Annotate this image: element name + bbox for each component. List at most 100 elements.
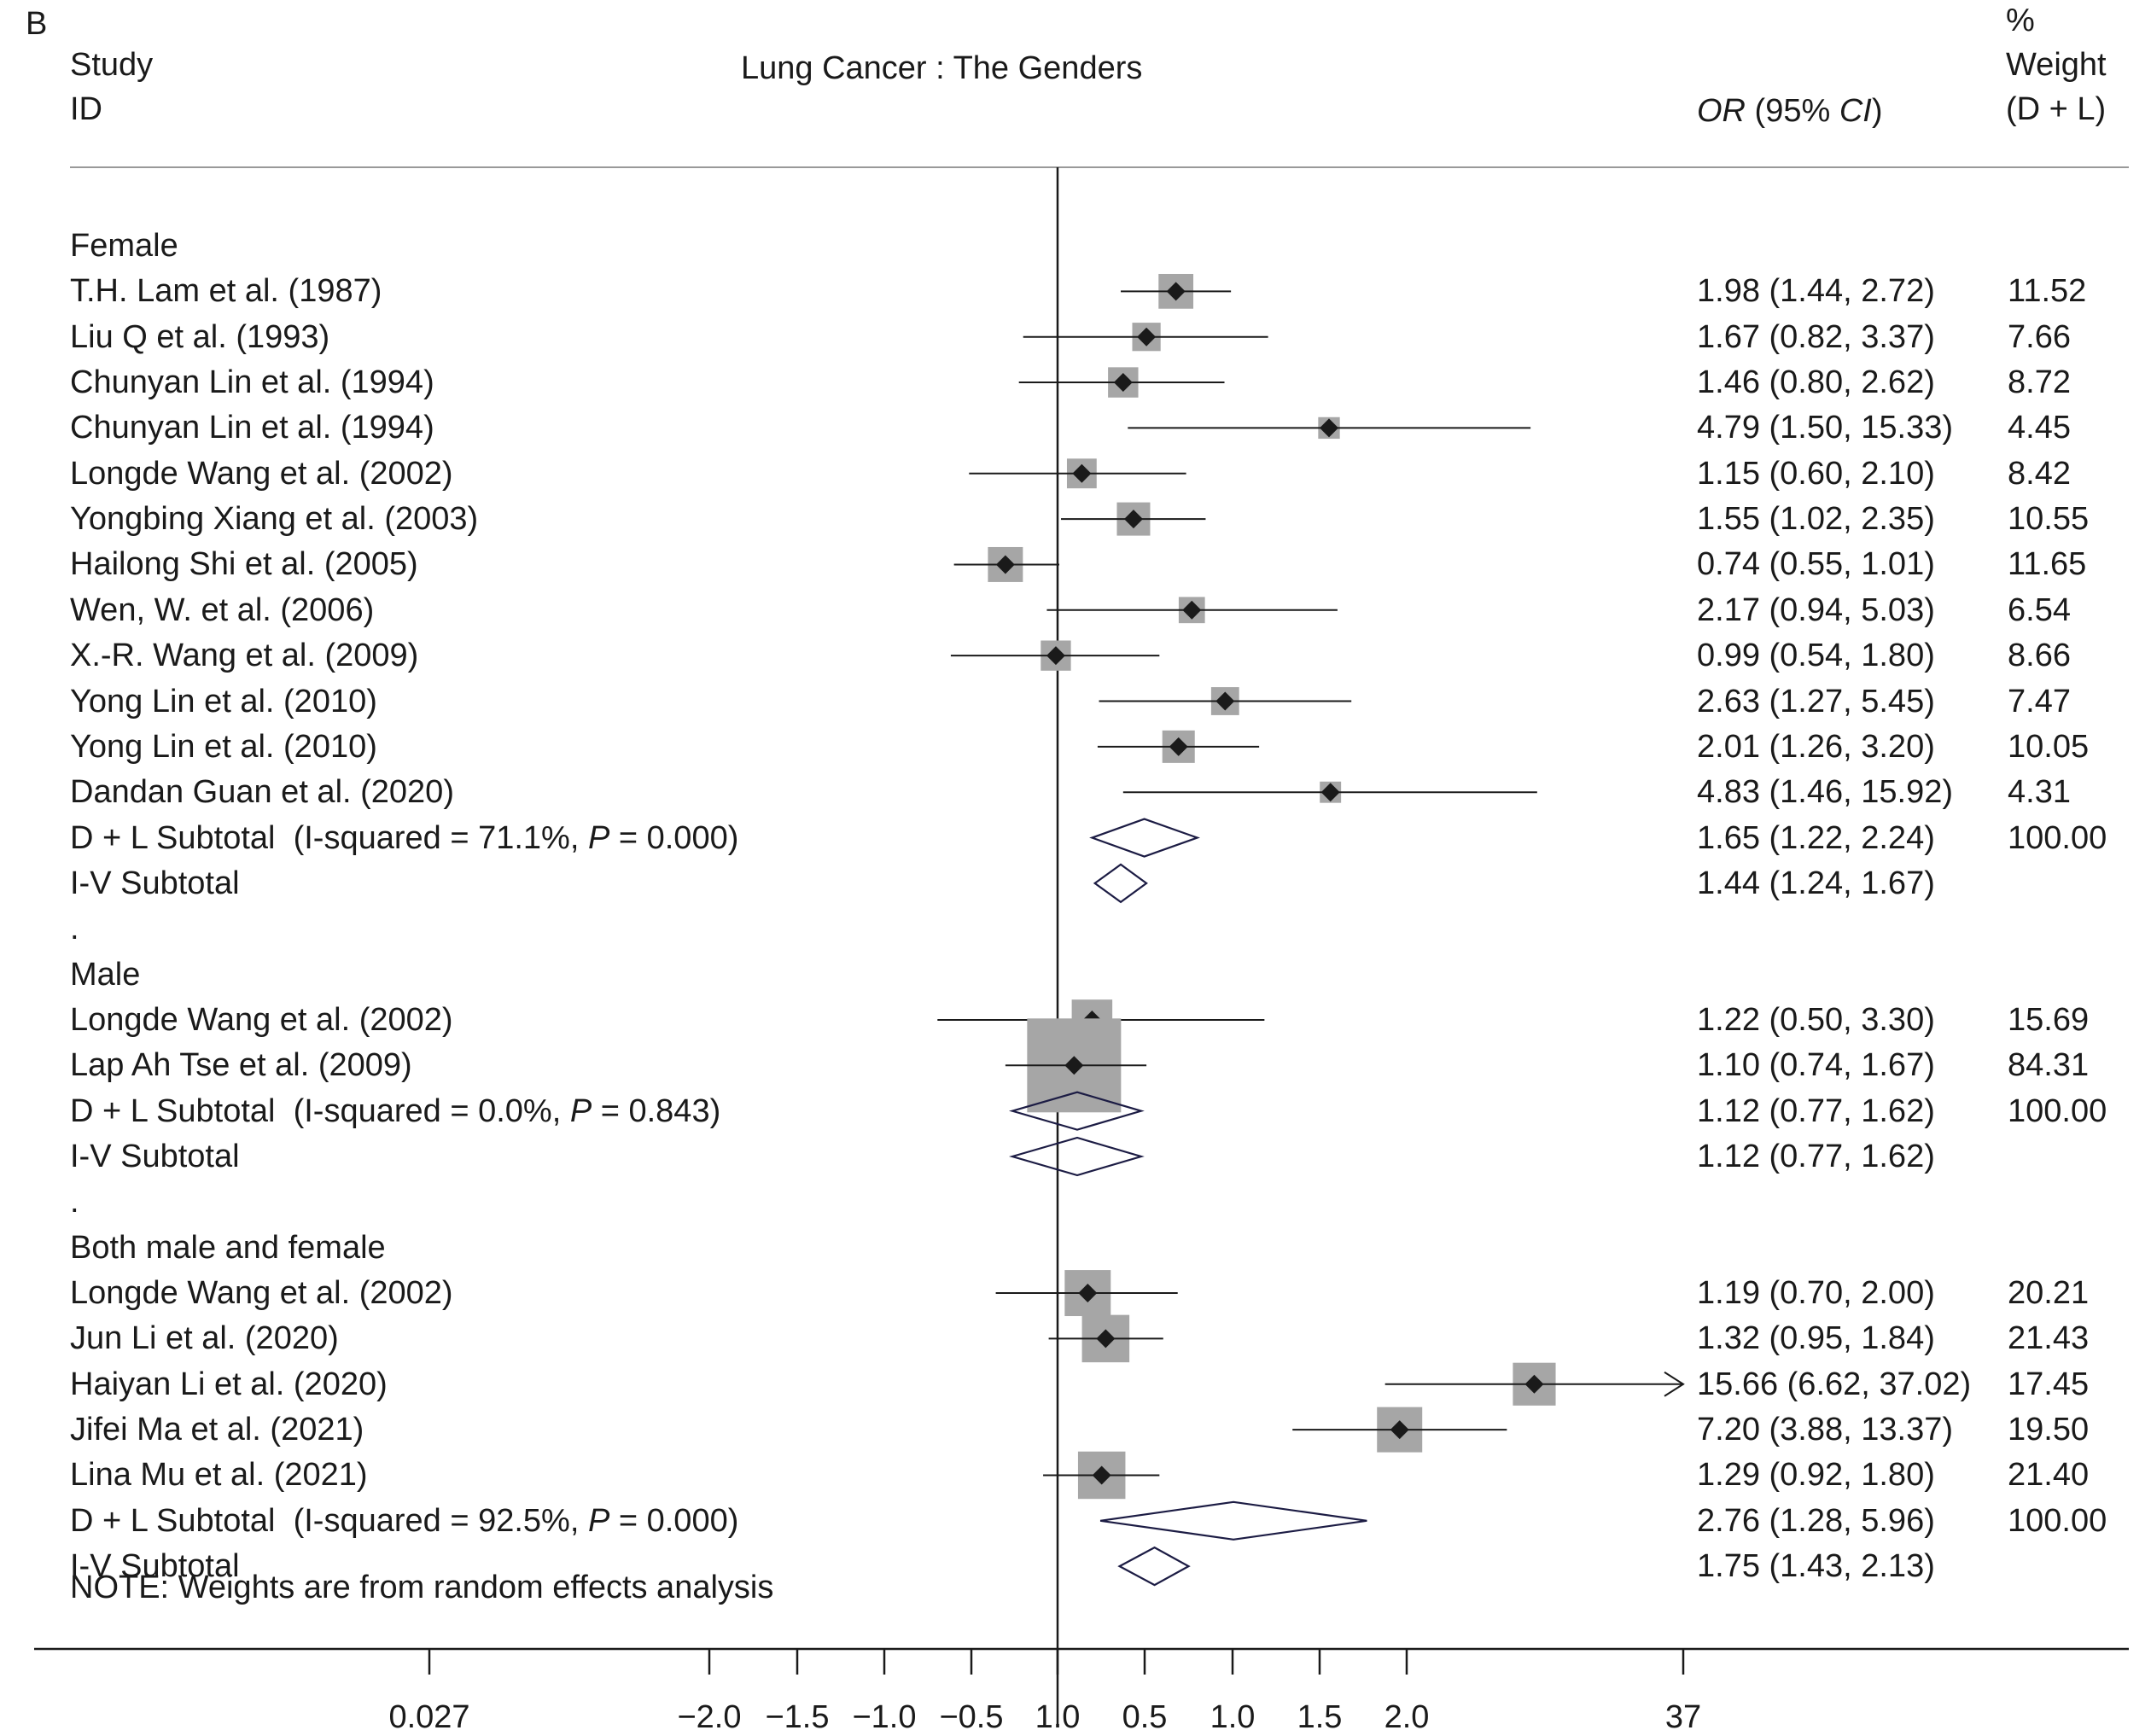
subgroup-separator: . xyxy=(70,911,79,947)
study-label: Yong Lin et al. (2010) xyxy=(70,728,377,765)
p-symbol: P xyxy=(587,1502,610,1539)
subtotal-text: I-V Subtotal xyxy=(70,865,240,901)
weight-text: 11.52 xyxy=(2008,273,2087,310)
point-estimate-marker xyxy=(1072,463,1092,483)
subtotal-label: I-V Subtotal xyxy=(70,1547,240,1585)
weight-text: 8.66 xyxy=(2008,638,2071,674)
weight-text: 19.50 xyxy=(2008,1412,2090,1448)
or-ci-text: 1.29 (0.92, 1.80) xyxy=(1697,1457,1935,1494)
weight-text: 10.55 xyxy=(2008,501,2090,538)
weight-text: 7.66 xyxy=(2008,318,2071,355)
weight-text: 7.47 xyxy=(2008,683,2071,719)
weight-text: 8.42 xyxy=(2008,455,2071,492)
weight-text: 21.43 xyxy=(2008,1320,2090,1357)
x-tick-label: −2.0 xyxy=(677,1699,742,1735)
x-tick-label: 0.5 xyxy=(1122,1699,1168,1735)
or-ci-text: 1.46 (0.80, 2.62) xyxy=(1697,364,1935,401)
or-ci-text: 1.32 (0.95, 1.84) xyxy=(1697,1320,1935,1357)
weight-text: 6.54 xyxy=(2008,591,2071,628)
pooled-estimate-diamond xyxy=(1093,863,1148,904)
header-or-label: OR xyxy=(1697,93,1746,129)
or-ci-text: 1.12 (0.77, 1.62) xyxy=(1697,1092,1935,1129)
subgroup-heading: Male xyxy=(70,956,141,993)
x-tick-label: −1.0 xyxy=(852,1699,917,1735)
point-estimate-marker xyxy=(995,555,1015,574)
or-ci-text: 1.98 (1.44, 2.72) xyxy=(1697,273,1935,310)
x-tick-label: 1.0 xyxy=(1035,1699,1081,1735)
header-ci-label: CI xyxy=(1839,93,1872,129)
x-tick-label: 37 xyxy=(1664,1699,1702,1735)
p-value: = 0.000) xyxy=(609,819,739,856)
or-ci-text: 1.15 (0.60, 2.10) xyxy=(1697,455,1935,492)
or-ci-text: 2.17 (0.94, 5.03) xyxy=(1697,591,1935,628)
point-estimate-marker xyxy=(1320,783,1340,802)
subtotal-label: D + L Subtotal (I-squared = 92.5%, P = 0… xyxy=(70,1502,738,1540)
point-estimate-marker xyxy=(1169,737,1188,756)
panel-label: B xyxy=(26,6,48,42)
subtotal-text: D + L Subtotal (I-squared = 0.0%, xyxy=(70,1092,570,1129)
point-estimate-marker xyxy=(1046,646,1065,666)
point-estimate-marker xyxy=(1137,327,1157,347)
study-label: Chunyan Lin et al. (1994) xyxy=(70,410,434,446)
study-label: Yong Lin et al. (2010) xyxy=(70,683,377,719)
point-estimate-marker xyxy=(1092,1465,1111,1485)
or-ci-text: 2.01 (1.26, 3.20) xyxy=(1697,728,1935,765)
or-ci-text: 7.20 (3.88, 13.37) xyxy=(1697,1412,1953,1448)
point-estimate-marker xyxy=(1113,373,1133,393)
study-label: Liu Q et al. (1993) xyxy=(70,318,330,355)
or-ci-text: 15.66 (6.62, 37.02) xyxy=(1697,1366,1972,1402)
point-estimate-marker xyxy=(1182,600,1202,620)
p-value: = 0.843) xyxy=(592,1092,721,1129)
subtotal-label: I-V Subtotal xyxy=(70,865,240,902)
weight-text: 15.69 xyxy=(2008,1001,2090,1038)
subtotal-label: D + L Subtotal (I-squared = 71.1%, P = 0… xyxy=(70,819,738,857)
point-estimate-marker xyxy=(1215,691,1235,711)
study-label: X.-R. Wang et al. (2009) xyxy=(70,638,419,674)
subtotal-text: I-V Subtotal xyxy=(70,1548,240,1585)
study-label: Jifei Ma et al. (2021) xyxy=(70,1412,364,1448)
subgroup-separator: . xyxy=(70,1184,79,1220)
footnote: NOTE: Weights are from random effects an… xyxy=(70,1570,774,1605)
point-estimate-marker xyxy=(1166,282,1186,301)
header-ci-suffix: ) xyxy=(1871,93,1883,129)
weight-text: 100.00 xyxy=(2008,1092,2107,1129)
study-label: Lina Mu et al. (2021) xyxy=(70,1457,368,1494)
or-ci-text: 4.83 (1.46, 15.92) xyxy=(1697,774,1953,811)
pooled-estimate-diamond xyxy=(1008,1136,1145,1177)
weight-text: 17.45 xyxy=(2008,1366,2090,1402)
subgroup-heading: Female xyxy=(70,228,178,264)
point-estimate-marker xyxy=(1123,510,1143,529)
study-label: Longde Wang et al. (2002) xyxy=(70,455,453,492)
study-label: Longde Wang et al. (2002) xyxy=(70,1001,453,1038)
study-label: Dandan Guan et al. (2020) xyxy=(70,774,454,811)
study-label: Hailong Shi et al. (2005) xyxy=(70,546,418,583)
study-label: Chunyan Lin et al. (1994) xyxy=(70,364,434,401)
header-weight-pct: % xyxy=(2006,3,2035,38)
or-ci-text: 1.65 (1.22, 2.24) xyxy=(1697,819,1935,856)
weight-text: 4.45 xyxy=(2008,410,2071,446)
p-value: = 0.000) xyxy=(609,1502,739,1539)
study-label: T.H. Lam et al. (1987) xyxy=(70,273,382,310)
header-weight: Weight xyxy=(2006,47,2107,83)
subgroup-heading: Both male and female xyxy=(70,1229,386,1266)
or-ci-text: 1.12 (0.77, 1.62) xyxy=(1697,1139,1935,1174)
weight-text: 11.65 xyxy=(2008,546,2087,583)
x-tick-label: −1.5 xyxy=(765,1699,830,1735)
header-weight-method: (D + L) xyxy=(2006,91,2107,127)
point-estimate-marker xyxy=(1096,1329,1116,1349)
pooled-estimate-diamond xyxy=(1117,1546,1191,1587)
pooled-estimate-diamond xyxy=(1099,1500,1367,1541)
pooled-estimate-diamond xyxy=(1008,1091,1145,1131)
study-label: Yongbing Xiang et al. (2003) xyxy=(70,501,479,538)
header-id: ID xyxy=(70,91,102,127)
x-tick-label: 2.0 xyxy=(1384,1699,1430,1735)
study-label: Lap Ah Tse et al. (2009) xyxy=(70,1047,412,1084)
weight-text: 4.31 xyxy=(2008,774,2071,811)
weight-text: 20.21 xyxy=(2008,1275,2090,1312)
p-symbol: P xyxy=(587,819,610,856)
weight-text: 21.40 xyxy=(2008,1457,2090,1494)
or-ci-text: 1.10 (0.74, 1.67) xyxy=(1697,1047,1935,1084)
subtotal-text: I-V Subtotal xyxy=(70,1139,240,1174)
point-estimate-marker xyxy=(1524,1374,1544,1394)
